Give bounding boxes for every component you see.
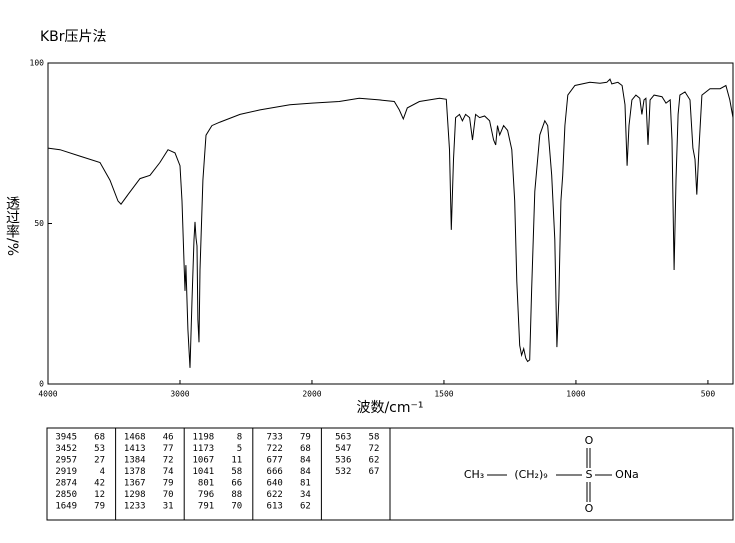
peak-transmittance: 79 <box>94 502 105 512</box>
peak-wavenumber: 532 <box>335 467 351 477</box>
structure: CH₃ (CH₂)₉ S ONa O O <box>464 434 639 515</box>
peak-wavenumber: 1367 <box>124 479 146 489</box>
peak-wavenumber: 1649 <box>55 502 77 512</box>
peak-transmittance: 72 <box>369 444 380 454</box>
peak-transmittance: 62 <box>300 502 311 512</box>
peak-transmittance: 88 <box>231 490 242 500</box>
peak-transmittance: 67 <box>369 467 380 477</box>
peak-wavenumber: 536 <box>335 456 351 466</box>
peak-wavenumber: 2919 <box>55 467 77 477</box>
x-axis-label: 波数/cm⁻¹ <box>356 400 423 416</box>
x-tick-label: 3000 <box>170 390 189 399</box>
peak-transmittance: 81 <box>300 479 311 489</box>
peak-wavenumber: 2850 <box>55 490 77 500</box>
peak-transmittance: 68 <box>94 433 105 443</box>
peak-wavenumber: 640 <box>267 479 283 489</box>
peak-wavenumber: 1378 <box>124 467 146 477</box>
peak-transmittance: 66 <box>231 479 242 489</box>
peak-transmittance: 70 <box>231 502 242 512</box>
peak-transmittance: 11 <box>231 456 242 466</box>
chart-title: KBr压片法 <box>40 29 107 45</box>
atom: (CH₂)₉ <box>514 468 547 481</box>
peak-wavenumber: 1041 <box>193 467 215 477</box>
peak-wavenumber: 1233 <box>124 502 146 512</box>
peak-table: 3945 68 3452 53 2957 27 2919 4 2874 42 2850 12 1649 7… <box>55 428 379 520</box>
peak-transmittance: 27 <box>94 456 105 466</box>
peak-wavenumber: 733 <box>267 433 283 443</box>
peak-transmittance: 46 <box>163 433 174 443</box>
peak-wavenumber: 1468 <box>124 433 146 443</box>
peak-wavenumber: 1067 <box>193 456 215 466</box>
peak-transmittance: 8 <box>237 433 242 443</box>
peak-transmittance: 68 <box>300 444 311 454</box>
peak-wavenumber: 563 <box>335 433 351 443</box>
peak-wavenumber: 1298 <box>124 490 146 500</box>
peak-wavenumber: 2874 <box>55 479 77 489</box>
peak-wavenumber: 3452 <box>55 444 77 454</box>
atom: O <box>585 434 594 447</box>
peak-transmittance: 53 <box>94 444 105 454</box>
x-tick-label: 2000 <box>302 390 321 399</box>
peak-transmittance: 79 <box>300 433 311 443</box>
peak-wavenumber: 677 <box>267 456 283 466</box>
peak-transmittance: 4 <box>100 467 105 477</box>
peak-transmittance: 58 <box>231 467 242 477</box>
peak-transmittance: 79 <box>163 479 174 489</box>
peak-wavenumber: 791 <box>198 502 214 512</box>
peak-transmittance: 58 <box>369 433 380 443</box>
peak-transmittance: 72 <box>163 456 174 466</box>
peak-wavenumber: 1413 <box>124 444 146 454</box>
atom: ONa <box>615 468 639 481</box>
peak-wavenumber: 622 <box>267 490 283 500</box>
peak-transmittance: 5 <box>237 444 242 454</box>
peak-wavenumber: 1198 <box>193 433 215 443</box>
peak-wavenumber: 613 <box>267 502 283 512</box>
peak-wavenumber: 3945 <box>55 433 77 443</box>
y-axis-label: 透过率/% <box>4 196 20 256</box>
peak-wavenumber: 796 <box>198 490 214 500</box>
peak-transmittance: 74 <box>163 467 174 477</box>
peak-transmittance: 12 <box>94 490 105 500</box>
peak-wavenumber: 2957 <box>55 456 77 466</box>
peak-wavenumber: 801 <box>198 479 214 489</box>
peak-transmittance: 31 <box>163 502 174 512</box>
y-tick-label: 0 <box>39 380 44 389</box>
peak-wavenumber: 1173 <box>193 444 215 454</box>
y-tick-label: 50 <box>34 219 44 228</box>
atom: S <box>586 468 593 481</box>
x-tick-label: 4000 <box>38 390 57 399</box>
atom: CH₃ <box>464 468 484 481</box>
x-tick-label: 1500 <box>434 390 453 399</box>
peak-transmittance: 42 <box>94 479 105 489</box>
peak-transmittance: 34 <box>300 490 311 500</box>
spectrum-line <box>47 78 734 368</box>
peak-wavenumber: 722 <box>267 444 283 454</box>
peak-transmittance: 62 <box>369 456 380 466</box>
x-tick-label: 500 <box>701 390 716 399</box>
peak-wavenumber: 547 <box>335 444 351 454</box>
peak-wavenumber: 1384 <box>124 456 146 466</box>
peak-transmittance: 77 <box>163 444 174 454</box>
y-tick-label: 100 <box>30 59 45 68</box>
peak-transmittance: 84 <box>300 456 311 466</box>
peak-wavenumber: 666 <box>267 467 283 477</box>
x-tick-label: 1000 <box>566 390 585 399</box>
peak-transmittance: 84 <box>300 467 311 477</box>
atom: O <box>585 502 594 515</box>
peak-transmittance: 70 <box>163 490 174 500</box>
